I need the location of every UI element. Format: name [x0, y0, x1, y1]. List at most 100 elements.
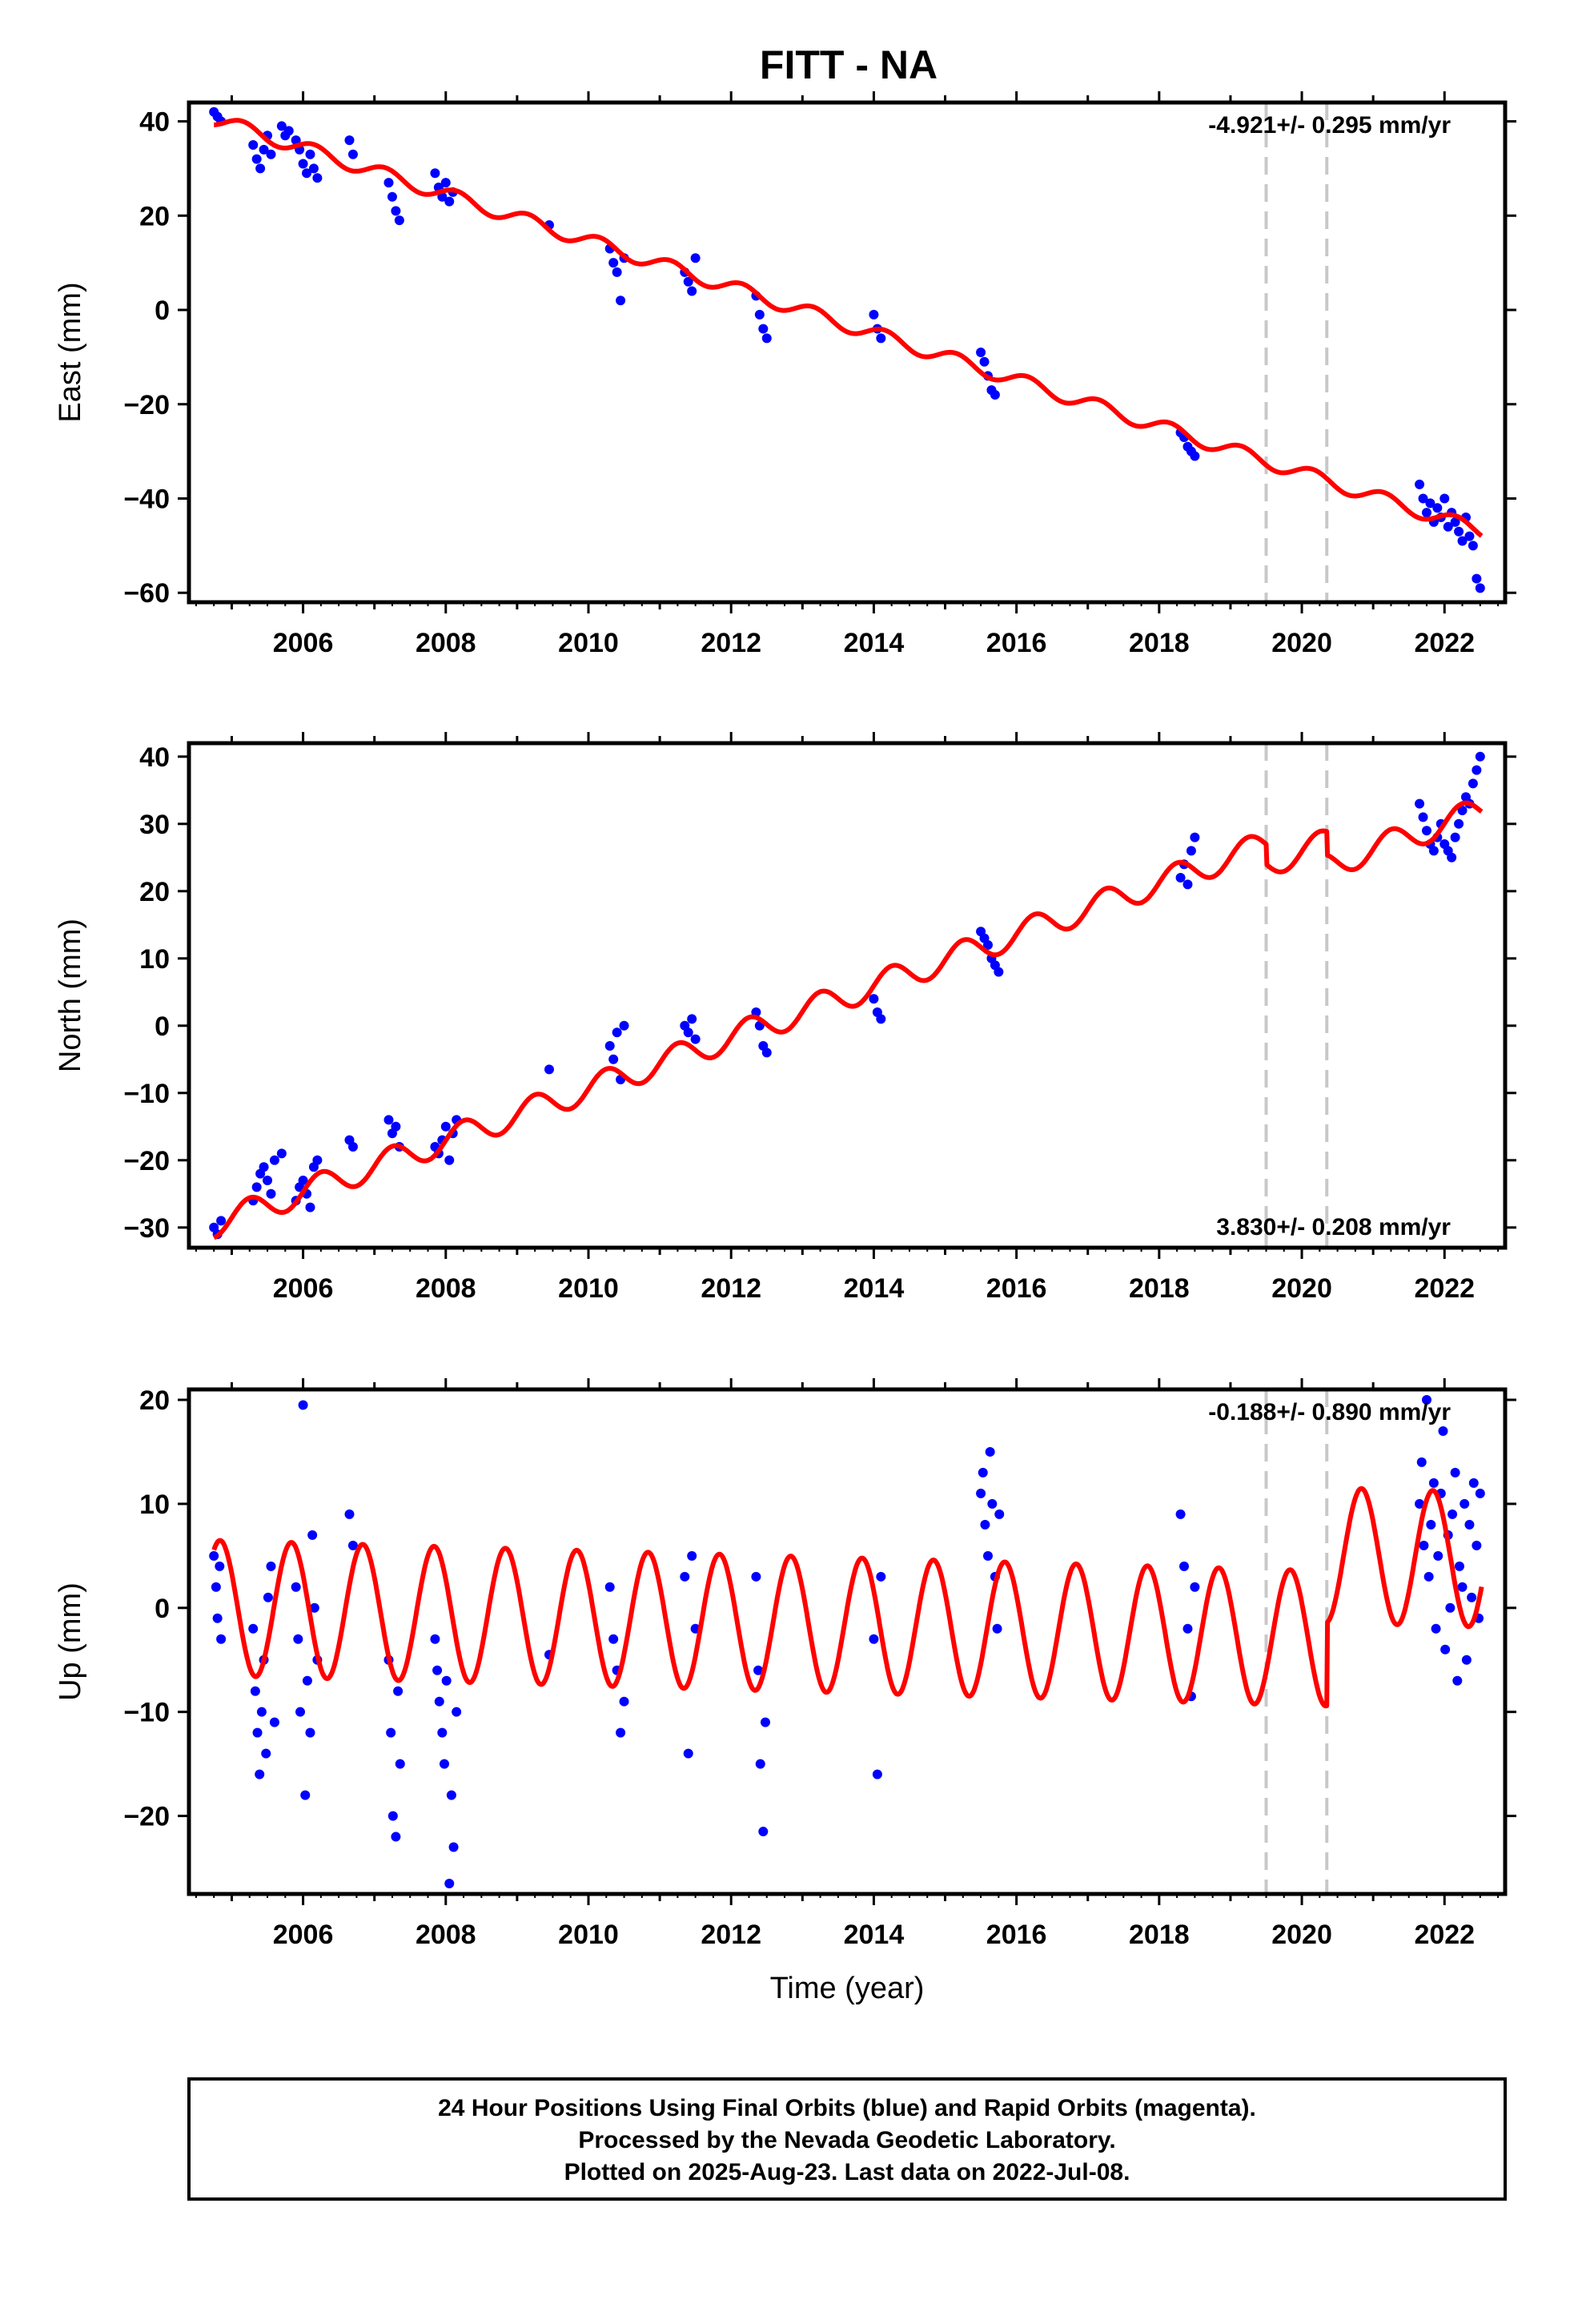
- up-data-point: [298, 1400, 308, 1410]
- east-data-point: [869, 309, 879, 320]
- north-ytick-label: −20: [123, 1146, 170, 1176]
- east-data-point: [283, 126, 294, 136]
- east-ytick-label: 40: [139, 107, 170, 138]
- north-data-point: [263, 1176, 273, 1185]
- north-data-point: [1190, 832, 1200, 842]
- up-data-point: [209, 1550, 219, 1561]
- up-data-point: [215, 1561, 225, 1571]
- up-data-point: [758, 1827, 769, 1837]
- up-data-point: [608, 1634, 619, 1644]
- up-data-point: [387, 1811, 398, 1821]
- panel-up: 2006 2008 2010 2012 2014 2016 2018 2020 2022−20−…: [54, 1378, 1516, 2005]
- up-data-point: [439, 1759, 449, 1769]
- up-data-point: [1460, 1498, 1470, 1509]
- east-data-point: [1443, 521, 1453, 532]
- north-data-point: [266, 1188, 276, 1199]
- east-data-point: [990, 389, 1000, 400]
- up-data-point: [1179, 1561, 1190, 1571]
- east-ytick-label: 0: [155, 296, 170, 326]
- up-xtick-label: 2018: [1129, 1920, 1190, 1950]
- north-data-point: [1175, 873, 1186, 883]
- up-data-point: [985, 1446, 995, 1457]
- east-data-point: [347, 149, 358, 159]
- up-data-point: [391, 1831, 401, 1842]
- up-rate-label: -0.188+/- 0.890 mm/yr: [1208, 1399, 1451, 1425]
- up-data-point: [1450, 1467, 1460, 1478]
- east-data-point: [298, 159, 308, 169]
- footer-line-2: Processed by the Nevada Geodetic Laborat…: [578, 2127, 1115, 2153]
- up-xtick-label: 2006: [273, 1920, 334, 1950]
- east-data-point: [383, 178, 394, 188]
- east-data-point: [430, 168, 440, 179]
- up-data-point: [344, 1509, 355, 1519]
- east-data-point: [308, 163, 319, 174]
- north-xtick-label: 2010: [558, 1273, 619, 1304]
- east-data-point: [291, 135, 301, 146]
- east-data-point: [1418, 493, 1428, 504]
- north-data-point: [1468, 778, 1478, 789]
- up-ytick-label: −20: [123, 1802, 170, 1832]
- up-xtick-label: 2020: [1271, 1920, 1332, 1950]
- east-xtick-label: 2010: [558, 628, 619, 658]
- up-data-point: [307, 1530, 318, 1540]
- east-data-point: [391, 206, 401, 216]
- up-data-point: [1190, 1582, 1200, 1592]
- north-xtick-label: 2018: [1129, 1273, 1190, 1304]
- up-xtick-label: 2012: [701, 1920, 761, 1950]
- up-data-point: [261, 1748, 271, 1759]
- east-data-point: [876, 333, 886, 344]
- up-data-point: [437, 1727, 448, 1738]
- east-rate-label: -4.921+/- 0.295 mm/yr: [1208, 112, 1451, 139]
- up-data-point: [386, 1727, 396, 1738]
- up-ytick-label: −10: [123, 1698, 170, 1728]
- north-ytick-label: 40: [139, 742, 170, 773]
- north-data-point: [608, 1054, 619, 1064]
- north-ytick-label: 0: [155, 1011, 170, 1042]
- up-data-point: [255, 1769, 265, 1779]
- east-data-point: [608, 258, 619, 268]
- east-data-point: [344, 135, 355, 146]
- up-data-point: [393, 1686, 404, 1696]
- up-data-point: [1440, 1644, 1451, 1655]
- east-data-point: [1415, 479, 1425, 489]
- up-data-point: [619, 1696, 629, 1707]
- east-data-point: [394, 215, 404, 226]
- up-data-point: [256, 1707, 267, 1717]
- north-data-point: [761, 1047, 772, 1058]
- north-data-point: [994, 967, 1004, 977]
- up-data-point: [1182, 1623, 1193, 1634]
- north-data-point: [347, 1142, 358, 1152]
- up-data-point: [434, 1696, 444, 1707]
- north-data-point: [876, 1014, 886, 1024]
- north-data-point: [269, 1155, 279, 1165]
- east-data-point: [616, 296, 626, 306]
- east-xtick-label: 2014: [844, 628, 905, 658]
- east-data-point: [761, 333, 772, 344]
- north-ytick-label: 30: [139, 810, 170, 840]
- north-data-point: [544, 1064, 554, 1075]
- east-data-point: [1454, 526, 1464, 537]
- east-data-point: [1439, 493, 1450, 504]
- east-ytick-label: −40: [123, 484, 170, 514]
- up-data-point: [751, 1571, 761, 1582]
- up-data-point: [444, 1879, 455, 1889]
- up-ytick-label: 20: [139, 1385, 170, 1416]
- north-data-point: [312, 1155, 323, 1165]
- east-data-point: [1475, 583, 1485, 593]
- up-data-point: [295, 1707, 306, 1717]
- north-data-point: [251, 1182, 262, 1192]
- north-data-point: [687, 1014, 697, 1024]
- up-data-point: [248, 1623, 259, 1634]
- east-data-point: [444, 196, 455, 207]
- up-xtick-label: 2008: [416, 1920, 476, 1950]
- up-data-point: [309, 1602, 319, 1613]
- north-data-point: [1454, 818, 1464, 829]
- up-ylabel: Up (mm): [54, 1582, 87, 1701]
- north-data-point: [1418, 812, 1428, 822]
- up-data-point: [1415, 1498, 1425, 1509]
- east-data-point: [302, 168, 312, 179]
- up-data-point: [1438, 1425, 1448, 1436]
- up-data-point: [976, 1488, 986, 1498]
- north-data-point: [1472, 765, 1482, 775]
- figure-title: FITT - NA: [760, 42, 938, 87]
